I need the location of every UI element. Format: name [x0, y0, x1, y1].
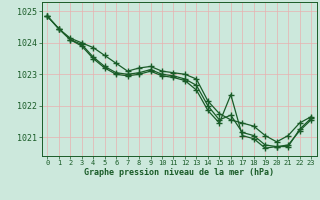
X-axis label: Graphe pression niveau de la mer (hPa): Graphe pression niveau de la mer (hPa) [84, 168, 274, 177]
